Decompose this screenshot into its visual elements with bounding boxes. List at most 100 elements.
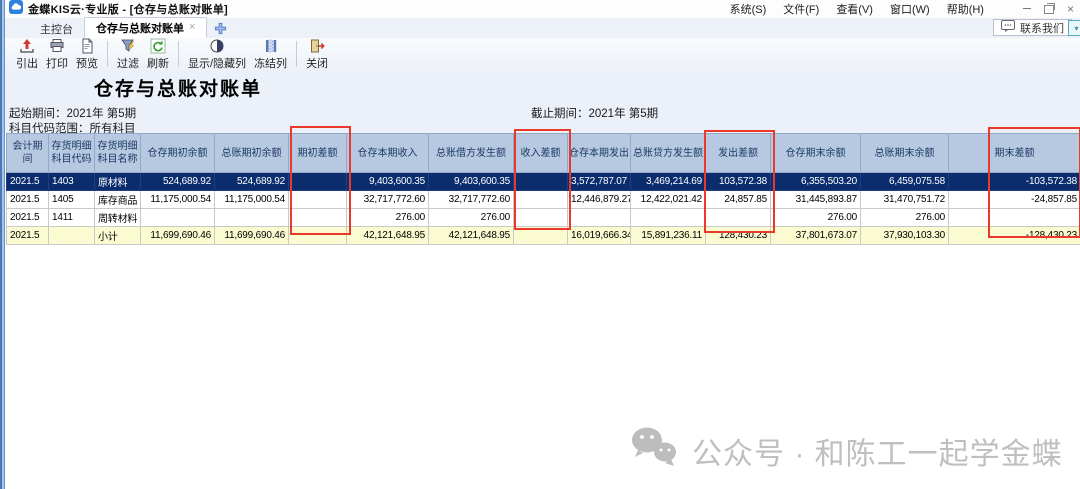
column-header[interactable]: 仓存本期收入 — [346, 133, 429, 173]
minimize-button[interactable] — [1022, 8, 1031, 9]
preview-button[interactable]: 预览 — [72, 38, 102, 71]
table-cell: 3,572,787.07 — [567, 172, 631, 191]
contact-us-button[interactable]: 联系我们 — [993, 19, 1072, 36]
table-cell — [288, 226, 347, 245]
table-cell — [48, 226, 95, 245]
close-report-button[interactable]: 关闭 — [302, 38, 332, 71]
table-cell: -128,430.23 — [948, 226, 1080, 245]
toolbar: 引出 打印 预览 过滤 刷新 显示/隐藏列 冻结列 — [5, 38, 1080, 71]
table-cell — [567, 208, 631, 227]
report-header-area: 仓存与总账对账单 起始期间：2021年 第5期 截止期间：2021年 第5期 科… — [5, 70, 1080, 135]
tab-main-console[interactable]: 主控台 — [29, 19, 84, 38]
table-cell: 2021.5 — [6, 226, 49, 245]
report-title: 仓存与总账对账单 — [94, 79, 263, 100]
table-cell: 524,689.92 — [214, 172, 289, 191]
freeze-columns-button[interactable]: 冻结列 — [250, 38, 291, 71]
window-title: 金蝶KIS云·专业版 - [仓存与总账对账单] — [28, 4, 229, 16]
column-header[interactable]: 期末差额 — [948, 133, 1080, 173]
table-cell: 12,422,021.42 — [630, 190, 706, 209]
table-cell: 6,355,503.20 — [770, 172, 861, 191]
table-cell: 2021.5 — [6, 208, 49, 227]
toolbar-separator — [178, 41, 179, 67]
show-hide-columns-button[interactable]: 显示/隐藏列 — [184, 38, 250, 71]
table-cell: 15,891,236.11 — [630, 226, 706, 245]
column-header[interactable]: 总账期末余额 — [860, 133, 949, 173]
table-cell — [513, 208, 568, 227]
table-cell — [214, 208, 289, 227]
toolbar-separator — [296, 41, 298, 67]
freeze-columns-icon — [263, 38, 279, 54]
filter-icon — [120, 38, 136, 54]
column-header[interactable]: 期初差额 — [288, 133, 347, 173]
table-cell: 37,801,673.07 — [770, 226, 861, 245]
column-header[interactable]: 收入差额 — [513, 133, 568, 173]
window-close-button[interactable]: × — [1066, 2, 1074, 16]
chat-icon — [1001, 20, 1015, 35]
table-cell: 32,717,772.60 — [346, 190, 429, 209]
menu-help[interactable]: 帮助(H) — [946, 4, 984, 16]
tab-close-icon[interactable]: × — [189, 21, 196, 33]
menu-window[interactable]: 窗口(W) — [889, 4, 930, 16]
table-cell: 1403 — [48, 172, 95, 191]
menu-file[interactable]: 文件(F) — [783, 4, 820, 16]
column-header[interactable]: 会计期间 — [6, 133, 49, 173]
account-code-range: 科目代码范围：所有科目 — [9, 123, 136, 135]
table-cell: 11,699,690.46 — [214, 226, 289, 245]
watermark-text: 公众号 · 和陈工一起学金蝶 — [692, 438, 1063, 471]
table-cell: 9,403,600.35 — [346, 172, 429, 191]
table-cell: 库存商品 — [94, 190, 141, 209]
column-header[interactable]: 总账贷方发生额 — [630, 133, 706, 173]
column-header[interactable]: 仓存期初余额 — [140, 133, 215, 173]
table-cell — [513, 226, 568, 245]
wechat-icon — [630, 426, 678, 476]
table-cell: 276.00 — [770, 208, 861, 227]
table-cell: -103,572.38 — [948, 172, 1080, 191]
table-cell: 11,175,000.54 — [140, 190, 215, 209]
contact-us-label: 联系我们 — [1020, 22, 1064, 35]
table-row[interactable]: 2021.5 小计 11,699,690.46 11,699,690.46 42,121… — [6, 226, 1080, 245]
restore-button[interactable] — [1043, 2, 1055, 14]
table-cell: 11,175,000.54 — [214, 190, 289, 209]
column-header[interactable]: 仓存本期发出 — [567, 133, 631, 173]
menu-system[interactable]: 系统(S) — [729, 4, 767, 16]
column-header[interactable]: 存货明细科目名称 — [94, 133, 141, 173]
table-cell — [288, 208, 347, 227]
window-left-border — [0, 0, 5, 489]
table-cell: 524,689.92 — [140, 172, 215, 191]
app-icon — [9, 0, 23, 19]
column-header[interactable]: 仓存期末余额 — [770, 133, 861, 173]
show-hide-columns-icon — [209, 38, 225, 54]
tab-label: 主控台 — [40, 23, 73, 36]
refresh-button[interactable]: 刷新 — [143, 38, 173, 71]
column-header[interactable]: 总账借方发生额 — [428, 133, 514, 173]
table-cell: 6,459,075.58 — [860, 172, 949, 191]
table-row[interactable]: 2021.5 1411 周转材料 276.00 276.00 276.00 276.00 — [6, 208, 1080, 227]
menu-view[interactable]: 查看(V) — [836, 4, 873, 16]
table-row[interactable]: 2021.5 1403 原材料 524,689.92 524,689.92 9,403,6… — [6, 172, 1080, 191]
tabbar: 主控台 仓存与总账对账单 × 联系我们 ▾ — [5, 17, 1080, 39]
tab-label: 仓存与总账对账单 — [96, 22, 184, 35]
table-cell: 12,446,879.27 — [567, 190, 631, 209]
start-period: 起始期间：2021年 第5期 — [9, 108, 137, 120]
filter-button[interactable]: 过滤 — [113, 38, 143, 71]
print-button[interactable]: 打印 — [42, 38, 72, 71]
refresh-icon — [150, 38, 166, 54]
collapse-panel-icon[interactable]: ▾ — [1068, 20, 1080, 36]
table-cell: -24,857.85 — [948, 190, 1080, 209]
table-cell: 9,403,600.35 — [428, 172, 514, 191]
column-header[interactable]: 总账期初余额 — [214, 133, 289, 173]
new-tab-button[interactable] — [214, 19, 227, 38]
table-cell: 31,445,893.87 — [770, 190, 861, 209]
table-cell: 24,857.85 — [705, 190, 771, 209]
table-cell: 128,430.23 — [705, 226, 771, 245]
table-cell — [288, 190, 347, 209]
export-button[interactable]: 引出 — [12, 38, 42, 71]
table-cell — [513, 172, 568, 191]
tab-recon-report[interactable]: 仓存与总账对账单 × — [84, 17, 208, 38]
column-header[interactable]: 存货明细科目代码 — [48, 133, 95, 173]
table-cell: 2021.5 — [6, 190, 49, 209]
table-row[interactable]: 2021.5 1405 库存商品 11,175,000.54 11,175,000.54… — [6, 190, 1080, 209]
column-header[interactable]: 发出差额 — [705, 133, 771, 173]
table-cell: 小计 — [94, 226, 141, 245]
table-cell: 原材料 — [94, 172, 141, 191]
